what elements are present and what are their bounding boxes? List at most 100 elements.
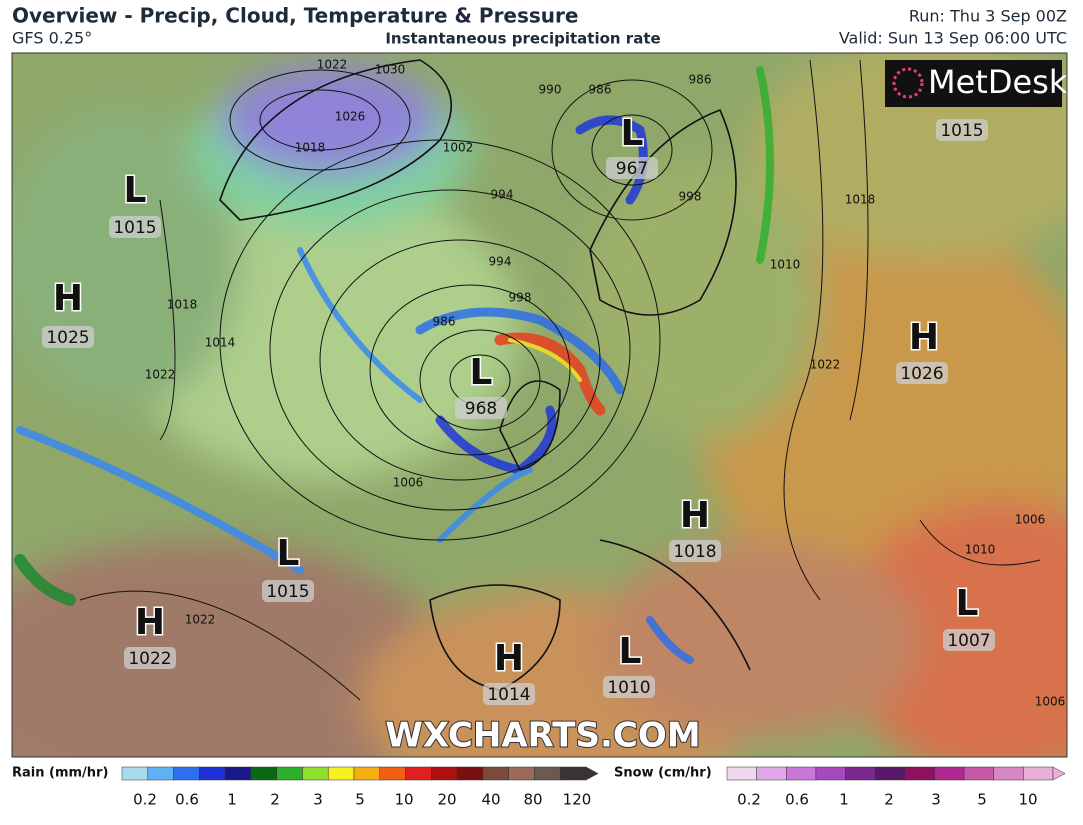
isobar-label: 1006	[1035, 695, 1066, 709]
legend-tick-label: 0.2	[737, 791, 761, 809]
coastlines	[219, 59, 751, 691]
colorbar-swatch	[786, 766, 817, 781]
colorbar-swatch	[904, 766, 935, 781]
legend-tick-label: 80	[523, 791, 542, 809]
colorbar-swatch	[353, 766, 381, 781]
colorbar-swatch	[456, 766, 484, 781]
colorbar-swatch	[934, 766, 965, 781]
legend-tick-label: 0.6	[785, 791, 809, 809]
colorbar-swatch	[431, 766, 458, 781]
model: GFS 0.25°	[12, 29, 92, 48]
pressure-letter: L	[277, 533, 300, 574]
legend-tick-label: 20	[437, 791, 456, 809]
colorbar-arrow	[1052, 766, 1066, 781]
pressure-value-box	[603, 676, 655, 698]
rain-colorbar: 0.2 0.6 1 2 3 5 10 20 40 80 120	[121, 766, 599, 809]
pressure-value-box	[943, 629, 995, 651]
pressure-letter: L	[124, 170, 147, 211]
isobar-label: 1010	[770, 258, 801, 272]
isobar-label: 1030	[375, 63, 406, 77]
isobar-label: 1022	[145, 368, 176, 382]
pressure-value: 1026	[900, 364, 943, 384]
pressure-value: 1022	[128, 649, 171, 669]
legend-tick-label: 1	[227, 791, 237, 809]
map-frame	[11, 52, 1068, 758]
run-time: Run: Thu 3 Sep 00Z	[909, 7, 1067, 26]
colorbar-swatch	[250, 766, 277, 781]
pressure-value: 967	[616, 159, 648, 179]
colorbar-swatch	[534, 766, 561, 781]
colorbar-swatch	[756, 766, 787, 781]
isobar-label: 998	[509, 291, 532, 305]
isobar-label: 986	[689, 73, 712, 87]
colorbar-swatch	[845, 766, 876, 781]
colorbar-swatch	[815, 766, 846, 781]
pressure-value: 1018	[673, 542, 716, 562]
legend-tick-label: 1	[839, 791, 849, 809]
legend-tick-label: 3	[313, 791, 323, 809]
isobar-label: 1010	[965, 543, 996, 557]
pressure-value-box	[936, 119, 988, 141]
colorbar-swatch	[482, 766, 509, 781]
isobar-label: 986	[589, 83, 612, 97]
valid-time: Valid: Sun 13 Sep 06:00 UTC	[839, 29, 1067, 48]
colorbar-swatch	[726, 766, 757, 781]
watermark: WXCHARTS.COM	[385, 716, 700, 756]
pressure-value: 1025	[46, 328, 89, 348]
pressure-letter: L	[956, 583, 979, 624]
colorbar-swatch	[993, 766, 1024, 781]
isobars	[79, 59, 1041, 701]
legend-tick-label: 2	[884, 791, 894, 809]
pressure-value-box	[124, 647, 176, 669]
legend-tick-label: 120	[563, 791, 592, 809]
colorbar-swatch	[199, 766, 226, 781]
pressure-value: 1010	[607, 678, 650, 698]
legend-tick-label: 40	[481, 791, 500, 809]
colorbar-arrow	[585, 766, 599, 781]
colorbar-swatch	[963, 766, 994, 781]
map: 1030 1026 1022 1018 1002 990 986 994 998 986 994 10…	[12, 53, 1067, 757]
colorbar-swatch	[405, 766, 432, 781]
pressure-value-box	[109, 216, 161, 238]
colorbar-swatch	[224, 766, 252, 781]
legend-tick-label: 5	[977, 791, 987, 809]
legend-tick-label: 5	[355, 791, 365, 809]
pressure-letter: H	[494, 638, 524, 679]
isobar-label: 1018	[845, 193, 876, 207]
colorbar-swatch	[379, 766, 406, 781]
pressure-letter: H	[680, 495, 710, 536]
colorbar-swatch	[276, 766, 303, 781]
colorbar-swatch	[121, 766, 149, 781]
pressure-value-box	[896, 362, 948, 384]
subtitle: Instantaneous precipitation rate	[385, 30, 660, 48]
brand-box	[885, 60, 1062, 107]
isobar-label: 994	[491, 188, 514, 202]
isobar-label: 1002	[443, 141, 474, 155]
pressure-letter: L	[621, 113, 644, 154]
pressure-value: 1014	[487, 685, 530, 705]
isobar-label: 1026	[335, 110, 366, 124]
pressure-value-box	[483, 683, 535, 705]
colorbar-swatch	[508, 766, 535, 781]
pressure-value: 1015	[940, 121, 983, 141]
pressure-value-box	[42, 326, 94, 348]
colorbar-swatch	[302, 766, 329, 781]
legend-tick-label: 3	[931, 791, 941, 809]
isobar-label: 1006	[1015, 513, 1046, 527]
brand-icon	[892, 67, 924, 99]
isobar-label: 994	[489, 255, 512, 269]
pressure-value-box	[606, 157, 658, 179]
rain-legend-title: Rain (mm/hr)	[12, 766, 108, 781]
isobar-label: 998	[679, 190, 702, 204]
legend-tick-label: 0.6	[175, 791, 199, 809]
legend-tick-label: 10	[394, 791, 413, 809]
colorbar-swatch	[173, 766, 200, 781]
isobar-label: 1022	[185, 613, 216, 627]
title: Overview - Precip, Cloud, Temperature & …	[12, 4, 578, 28]
pressure-letter: H	[135, 602, 165, 643]
pressure-value-box	[455, 397, 507, 419]
colorbar-swatch	[147, 766, 174, 781]
snow-legend-title: Snow (cm/hr)	[614, 766, 712, 781]
legend-tick-label: 2	[270, 791, 280, 809]
pressure-letter: L	[470, 352, 493, 393]
